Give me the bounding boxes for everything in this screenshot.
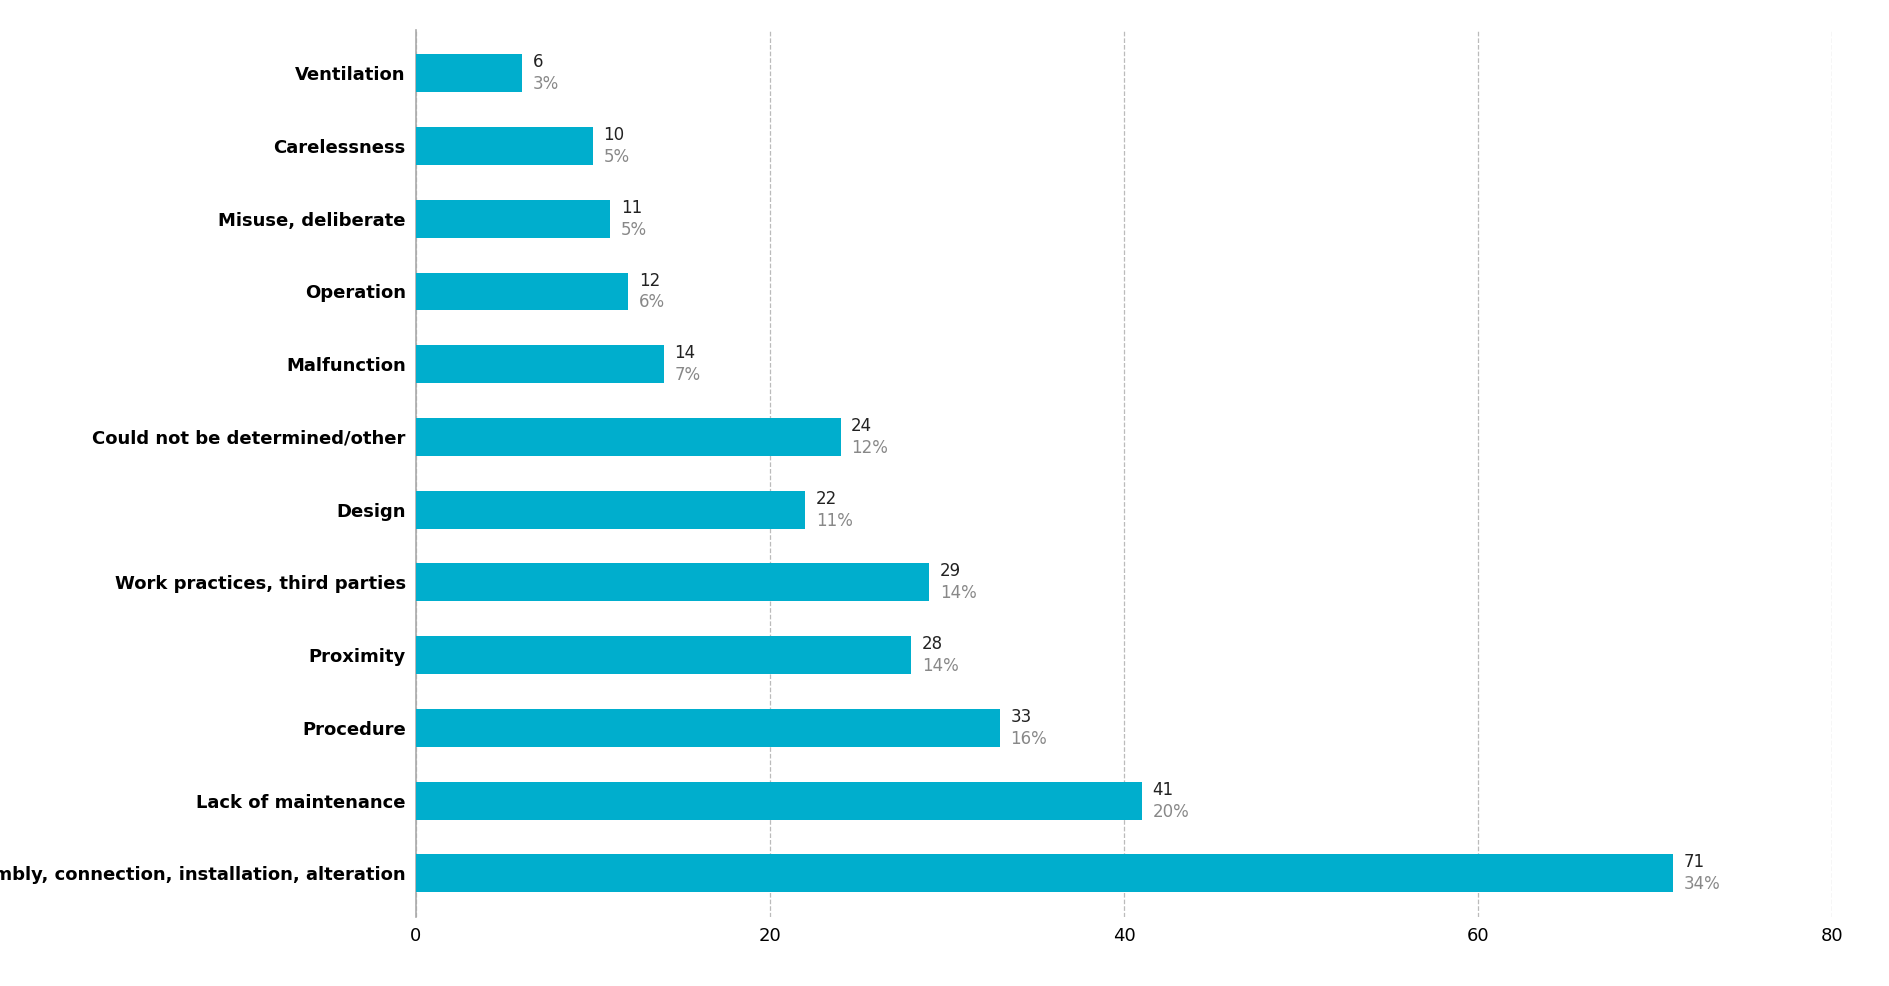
Bar [416,127,593,165]
Text: 24: 24 [852,417,873,435]
Text: 22: 22 [816,490,837,508]
Bar [416,782,1141,819]
Bar [416,855,1674,892]
Bar [416,272,627,311]
Text: 16%: 16% [1011,730,1047,747]
Text: 33: 33 [1011,708,1031,726]
Bar [416,636,912,674]
Bar [416,563,929,601]
Text: 5%: 5% [621,221,648,239]
Text: 34%: 34% [1683,876,1721,893]
Text: 10: 10 [603,126,625,144]
Text: 14: 14 [674,344,695,362]
Bar [416,200,610,238]
Text: 14%: 14% [941,585,977,602]
Text: 29: 29 [941,562,962,581]
Text: 11%: 11% [816,512,852,529]
Text: 6: 6 [533,53,542,71]
Text: 12%: 12% [852,439,888,457]
Text: 6%: 6% [638,294,665,312]
Text: 28: 28 [922,635,943,653]
Bar [416,418,841,456]
Bar [416,54,521,92]
Bar [416,345,663,384]
Bar [416,491,805,528]
Text: 3%: 3% [533,75,559,93]
Bar [416,709,999,746]
Text: 41: 41 [1152,781,1173,799]
Text: 14%: 14% [922,657,960,675]
Text: 11: 11 [621,199,642,217]
Text: 71: 71 [1683,854,1704,872]
Text: 20%: 20% [1152,803,1188,820]
Text: 5%: 5% [603,148,629,166]
Text: 7%: 7% [674,366,701,385]
Text: 12: 12 [638,271,659,290]
